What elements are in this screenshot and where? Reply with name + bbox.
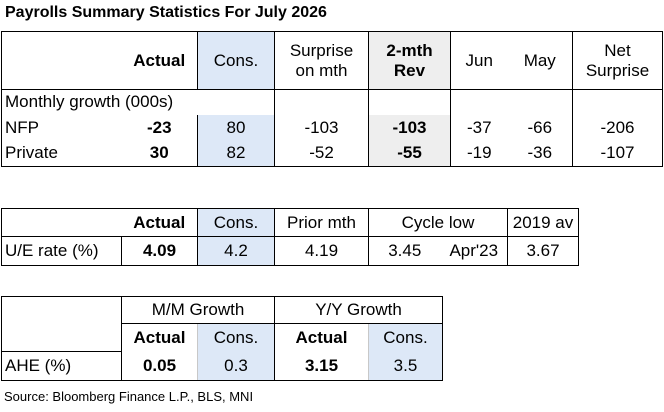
section-label: Monthly growth (000s) (1, 89, 275, 115)
header-cons: Cons. (197, 31, 275, 90)
ue-header-2019-av: 2019 av (507, 208, 579, 237)
header-empty-cell (1, 296, 122, 324)
header-rev-line1: 2-mth (386, 40, 433, 60)
private-rev: -55 (368, 140, 451, 167)
table-row: U/E rate (%) 4.09 4.2 4.19 3.45 Apr'23 3… (1, 236, 579, 266)
header-net-surprise: Net Surprise (572, 31, 663, 90)
header-jun: Jun (450, 31, 508, 90)
ahe-yy-cons-header: Cons. (368, 323, 443, 352)
ue-2019-av: 3.67 (507, 236, 579, 266)
nfp-cons: 80 (197, 114, 275, 141)
table-row: Private 30 82 -52 -55 -19 -36 -107 (1, 140, 663, 167)
header-surprise-line1: Surprise (289, 40, 354, 60)
ahe-header-mm-growth: M/M Growth (121, 296, 275, 324)
nfp-may: -66 (527, 117, 553, 137)
ahe-mm-actual: 0.05 (121, 351, 198, 381)
header-empty-cell (1, 31, 122, 90)
ue-header-prior: Prior mth (274, 208, 369, 237)
row-label-private: Private (1, 140, 122, 167)
nfp-surprise: -103 (274, 114, 369, 141)
ue-header-cons: Cons. (197, 208, 275, 237)
header-rev-line2: Rev (393, 60, 426, 80)
header-2mth-rev: 2-mth Rev (368, 31, 451, 90)
nfp-net: -206 (572, 114, 663, 141)
nfp-actual: -23 (146, 117, 172, 137)
source-note: Source: Bloomberg Finance L.P., BLS, MNI (4, 389, 254, 404)
ue-actual: 4.09 (121, 236, 198, 266)
ahe-subheader-row: Actual Cons. Actual Cons. (1, 323, 443, 352)
ue-prior: 4.19 (274, 236, 369, 266)
ahe-row-label: AHE (%) (1, 351, 122, 381)
private-jun: -19 (450, 140, 508, 167)
ue-cycle-low-date: Apr'23 (440, 236, 508, 266)
header-net-line2: Surprise (585, 60, 650, 80)
section-label-row: Monthly growth (000s) (1, 89, 663, 115)
ue-header-cycle-low: Cycle low (368, 208, 508, 237)
private-surprise: -52 (274, 140, 369, 167)
ahe-yy-actual: 3.15 (274, 351, 369, 381)
ahe-table: M/M Growth Y/Y Growth Actual Cons. Actua… (1, 296, 443, 381)
row-label-nfp: NFP (1, 114, 122, 141)
ahe-header-yy-growth: Y/Y Growth (274, 296, 443, 324)
unemployment-table: Actual Cons. Prior mth Cycle low 2019 av… (1, 208, 579, 266)
header-empty-cell (1, 208, 122, 237)
ahe-yy-cons: 3.5 (368, 351, 443, 381)
private-actual: 30 (121, 140, 198, 167)
header-surprise-line2: on mth (295, 60, 348, 80)
ahe-mm-cons-header: Cons. (197, 323, 275, 352)
unemployment-header-row: Actual Cons. Prior mth Cycle low 2019 av (1, 208, 579, 237)
payrolls-table: Actual Cons. Surprise on mth 2-mth Rev J… (1, 31, 663, 167)
table-row: AHE (%) 0.05 0.3 3.15 3.5 (1, 351, 443, 381)
table-row: NFP -23 80 -103 -103 -37 -66 -206 (1, 114, 663, 141)
header-surprise-on-mth: Surprise on mth (274, 31, 369, 90)
ahe-yy-actual-header: Actual (274, 323, 369, 352)
ue-row-label: U/E rate (%) (1, 236, 122, 266)
header-net-line1: Net (604, 40, 631, 60)
ue-cons: 4.2 (197, 236, 275, 266)
ue-cycle-low: 3.45 (368, 236, 441, 266)
ahe-mm-actual-header: Actual (121, 323, 198, 352)
ahe-group-header-row: M/M Growth Y/Y Growth (1, 296, 443, 324)
header-actual: Actual (121, 31, 198, 90)
private-may: -36 (507, 140, 573, 167)
ue-header-actual: Actual (121, 208, 198, 237)
ahe-mm-cons: 0.3 (197, 351, 275, 381)
page-title: Payrolls Summary Statistics For July 202… (5, 4, 327, 21)
nfp-jun: -37 (450, 114, 508, 141)
nfp-rev: -103 (368, 114, 451, 141)
header-may: May (507, 31, 573, 90)
payrolls-header-row: Actual Cons. Surprise on mth 2-mth Rev J… (1, 31, 663, 90)
private-cons: 82 (197, 140, 275, 167)
private-net: -107 (572, 140, 663, 167)
